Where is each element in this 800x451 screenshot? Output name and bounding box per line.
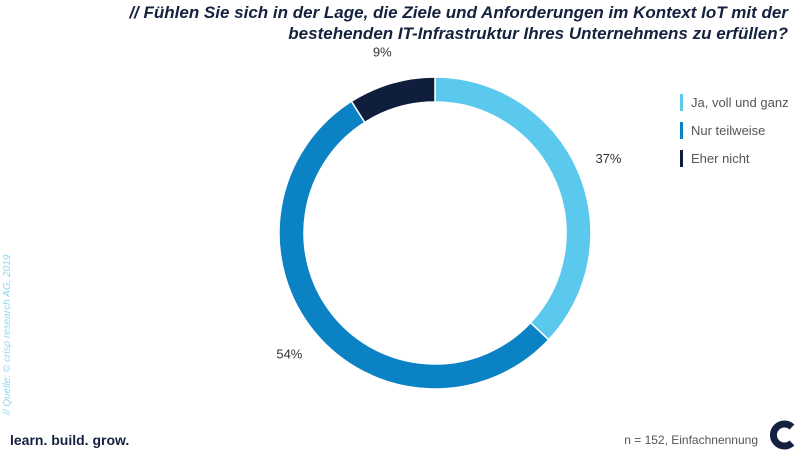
- legend-item: Ja, voll und ganz: [680, 88, 789, 116]
- data-label: 37%: [595, 151, 621, 166]
- legend-label: Nur teilweise: [691, 122, 766, 138]
- legend-item: Eher nicht: [680, 144, 789, 172]
- chart-title: // Fühlen Sie sich in der Lage, die Ziel…: [129, 3, 788, 43]
- legend: Ja, voll und ganz Nur teilweise Eher nic…: [680, 88, 789, 172]
- data-label: 54%: [276, 346, 302, 361]
- crisp-logo-icon: [770, 420, 795, 450]
- donut-slice: [278, 100, 550, 390]
- legend-swatch: [680, 93, 683, 111]
- sample-note: n = 152, Einfachnennung: [624, 433, 758, 447]
- donut-slice: [350, 76, 436, 124]
- legend-swatch: [680, 121, 683, 139]
- legend-label: Ja, voll und ganz: [691, 94, 789, 110]
- legend-swatch: [680, 149, 683, 167]
- slogan: learn. build. grow.: [10, 432, 130, 448]
- donut-slice: [434, 76, 592, 341]
- legend-label: Eher nicht: [691, 150, 750, 166]
- data-label: 9%: [373, 45, 392, 60]
- legend-item: Nur teilweise: [680, 116, 789, 144]
- source-note: // Quelle: © crisp research AG, 2019: [2, 254, 13, 415]
